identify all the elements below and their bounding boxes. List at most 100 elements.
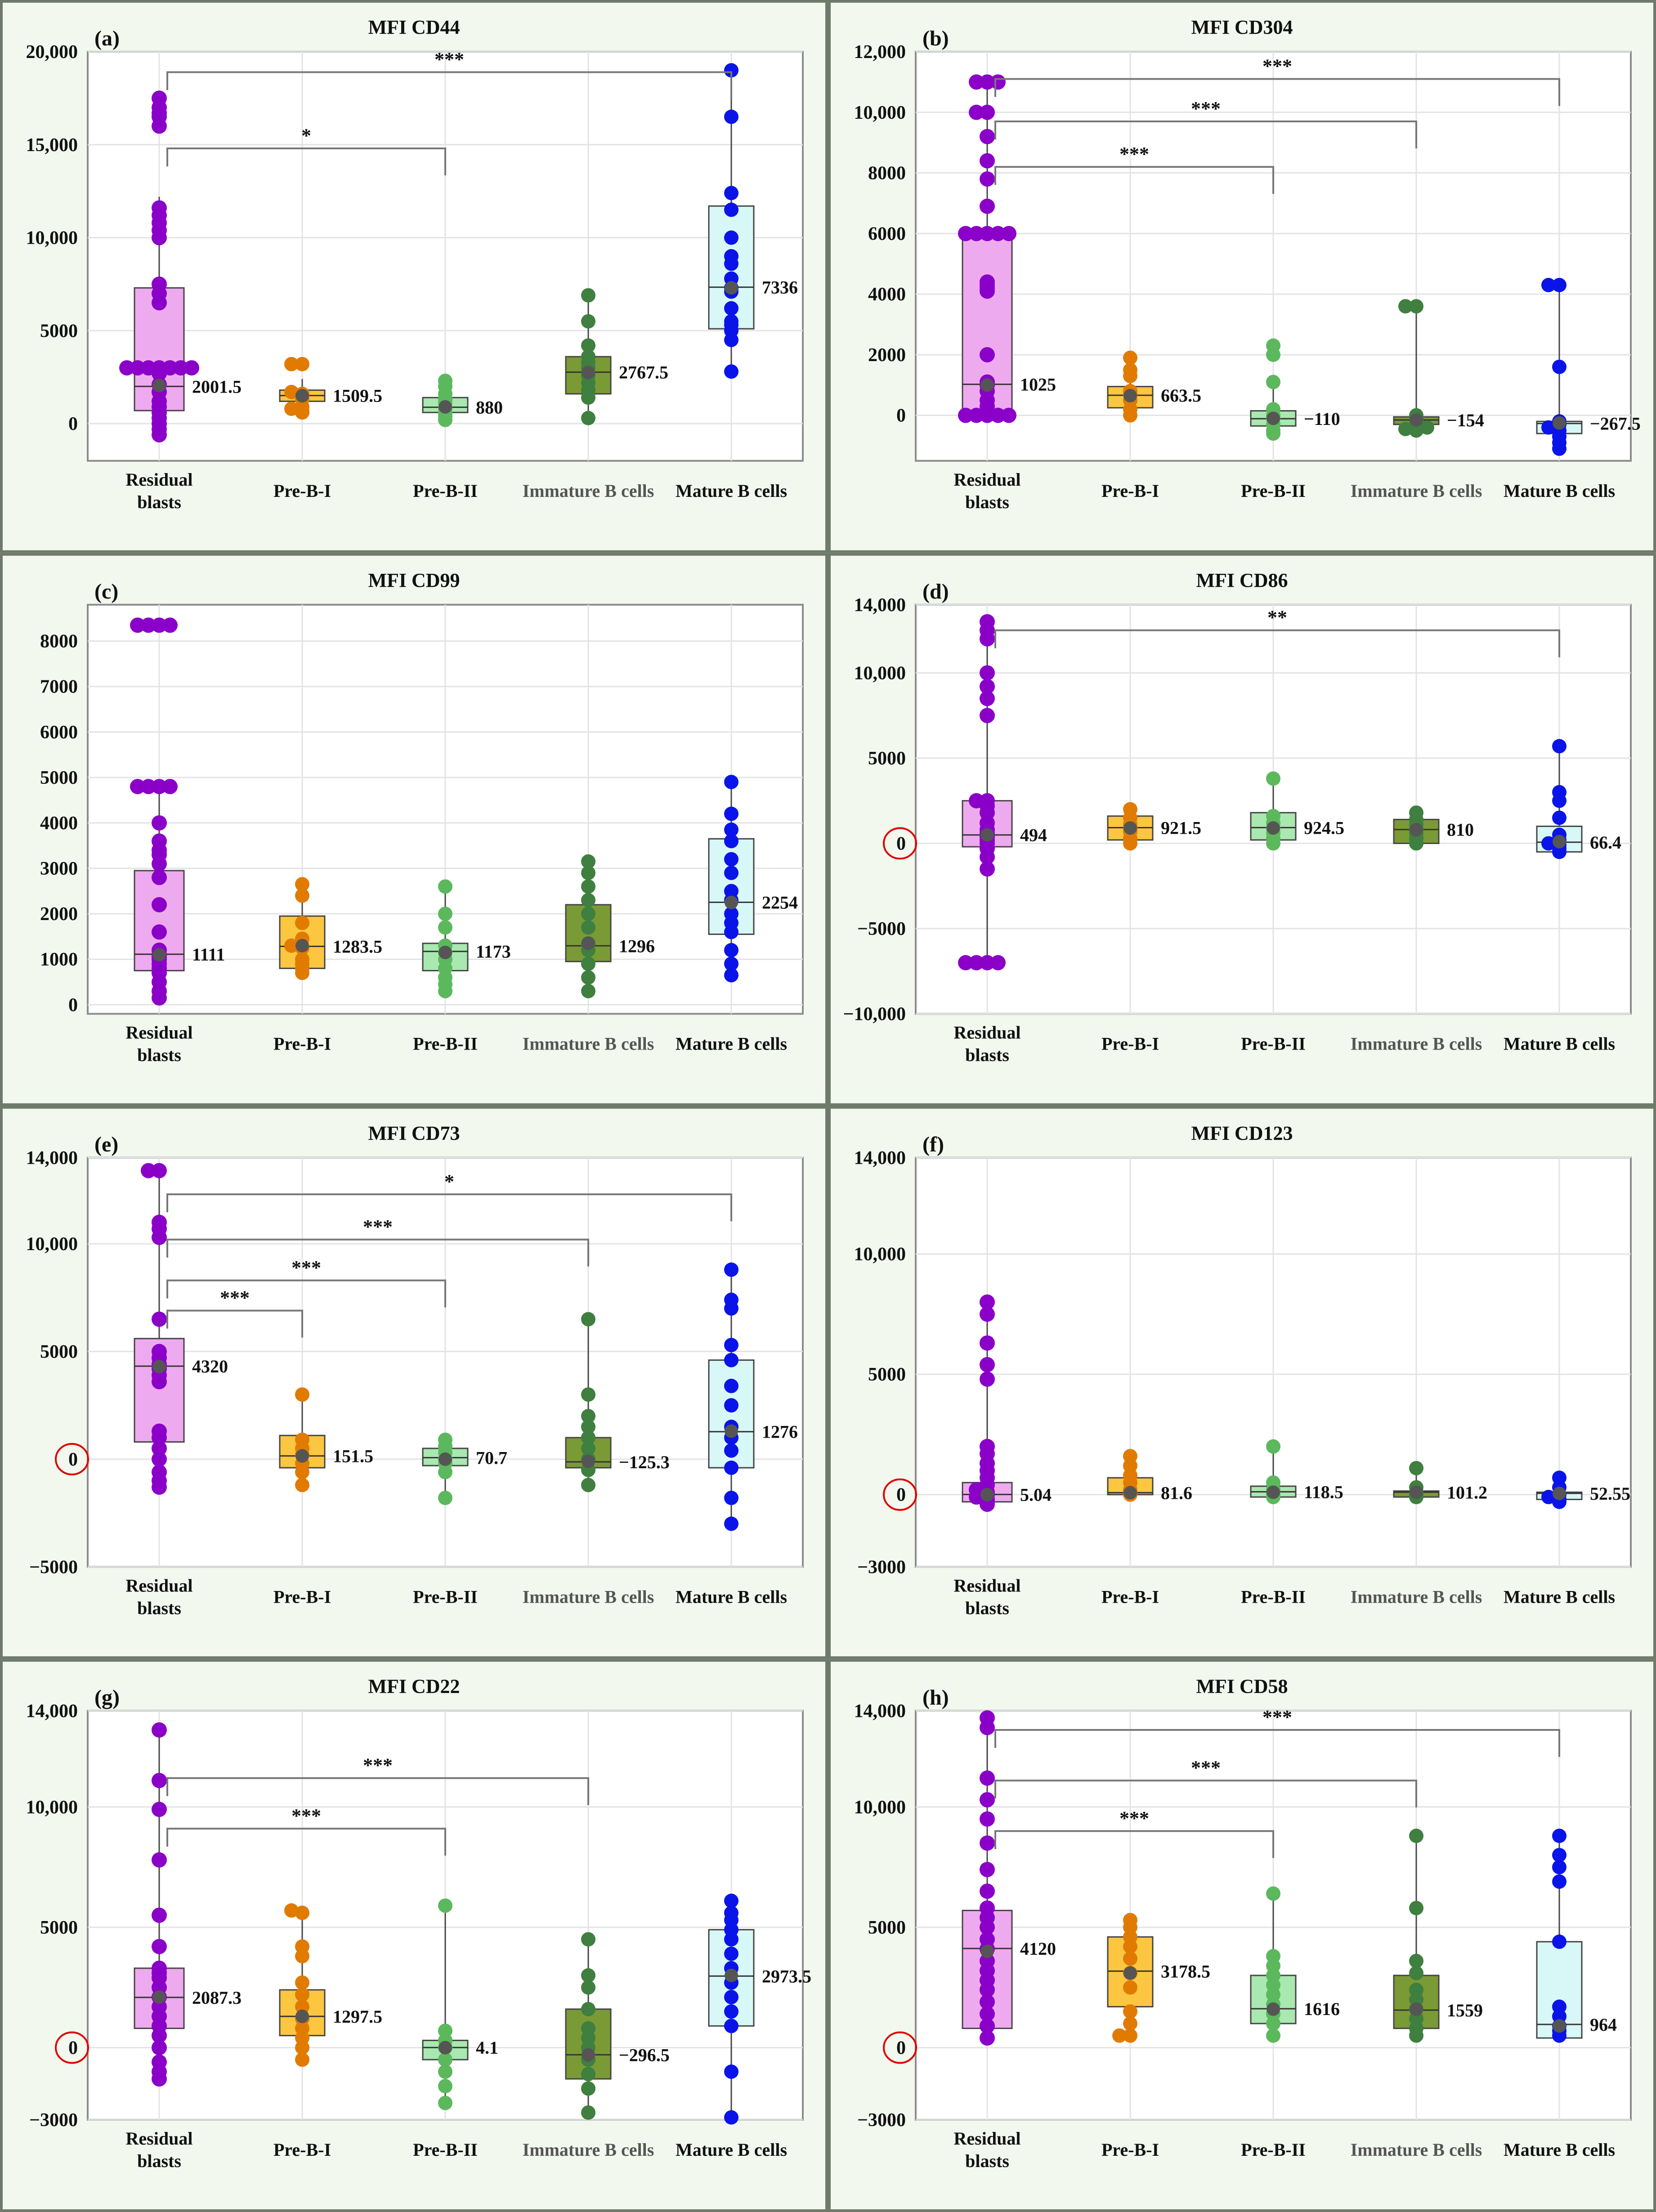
significance-bracket	[166, 71, 732, 99]
data-point	[581, 2002, 595, 2016]
x-category-label: Residual blasts	[126, 2128, 193, 2171]
data-point	[152, 1801, 167, 1817]
data-point	[1552, 1470, 1566, 1485]
data-point	[152, 815, 167, 831]
data-point	[581, 866, 595, 880]
data-point	[980, 614, 995, 630]
data-point	[152, 1773, 167, 1788]
chart-title: MFI CD123	[1191, 1122, 1293, 1144]
y-tick-label: 12,000	[854, 42, 906, 63]
x-category-label: Pre-B-II	[1241, 1034, 1306, 1054]
median-value-label: 1297.5	[333, 2006, 382, 2027]
x-category-label: Pre-B-II	[1241, 481, 1306, 501]
data-point	[581, 1441, 595, 1456]
mean-marker	[1553, 1487, 1566, 1501]
x-category-label: Residual blasts	[954, 1023, 1021, 1065]
chart-title: MFI CD304	[1191, 16, 1293, 38]
significance-label: ***	[434, 48, 464, 70]
data-point	[980, 1953, 995, 1969]
data-point	[141, 1163, 156, 1179]
data-point	[152, 1960, 167, 1976]
significance-label: ***	[1119, 1807, 1149, 1829]
significance-bracket	[994, 1729, 1560, 1757]
y-tick-label: 10,000	[26, 1234, 78, 1255]
data-point	[152, 1163, 167, 1179]
data-point	[1552, 1874, 1566, 1889]
significance-bracket	[994, 1779, 1417, 1808]
data-point	[1123, 350, 1137, 365]
data-point	[152, 1440, 167, 1456]
data-point	[1541, 420, 1556, 435]
y-tick-label: 5000	[40, 768, 78, 788]
data-point	[152, 1215, 167, 1230]
y-tick-label: 5000	[868, 1917, 906, 1938]
y-tick-label: 5000	[40, 1917, 78, 1938]
data-point	[1123, 1980, 1137, 1995]
significance-label: ***	[291, 1805, 321, 1827]
data-point	[162, 360, 178, 375]
data-point	[1541, 836, 1556, 851]
median-value-label: 81.6	[1161, 1483, 1192, 1503]
data-point	[152, 1852, 167, 1868]
y-tick-label: 5000	[40, 1341, 78, 1362]
data-point	[980, 708, 995, 724]
data-point	[980, 1306, 995, 1322]
median-value-label: 2973.5	[762, 1966, 811, 1986]
y-tick-label: −10,000	[843, 1004, 906, 1025]
x-category-label-line: blasts	[137, 1598, 181, 1618]
data-point	[1001, 407, 1016, 423]
data-point	[1420, 420, 1434, 435]
data-point	[581, 879, 595, 894]
y-tick-label: −3000	[857, 1557, 906, 1577]
data-point	[980, 955, 995, 970]
y-tick-label: 0	[68, 995, 78, 1015]
data-point	[295, 1975, 309, 1990]
data-point	[438, 907, 452, 921]
y-tick-label: 6000	[40, 722, 78, 743]
zero-highlight-ellipse	[55, 2031, 89, 2064]
median-value-label: −125.3	[619, 1452, 670, 1472]
data-point	[1123, 1449, 1137, 1464]
data-point	[152, 2040, 167, 2056]
y-tick-label: −5000	[857, 919, 906, 939]
significance-label: *	[444, 1171, 454, 1193]
data-point	[1552, 785, 1566, 800]
data-point	[1552, 1934, 1566, 1949]
data-point	[581, 956, 595, 971]
y-tick-label: 10,000	[26, 228, 78, 249]
median-value-label: −154	[1447, 410, 1484, 430]
data-point	[980, 1371, 995, 1387]
data-point	[152, 1722, 167, 1738]
y-tick-label: 20,000	[26, 42, 78, 63]
median-value-label: 924.5	[1304, 818, 1344, 838]
mean-marker	[725, 1424, 738, 1438]
data-point	[581, 338, 595, 353]
y-tick-label: 14,000	[26, 1701, 78, 1721]
median-value-label: 1616	[1304, 1999, 1340, 2019]
data-point	[1409, 1828, 1423, 1843]
data-point	[295, 877, 309, 892]
x-category-label-line: blasts	[965, 492, 1009, 512]
median-value-label: −296.5	[619, 2045, 670, 2065]
median-value-label: 1111	[192, 944, 225, 965]
panel-h: MFI CD58 (h) −3000 0 5000 10,000 14,000 Residua…	[828, 1659, 1656, 2212]
chart-title: MFI CD86	[1196, 569, 1288, 591]
data-point	[980, 1862, 995, 1877]
data-point	[724, 1379, 738, 1394]
data-point	[1398, 299, 1413, 314]
data-point	[724, 834, 738, 849]
x-category-label-line: Residual	[126, 1023, 193, 1043]
data-point	[1123, 1951, 1137, 1966]
median-value-label: 2767.5	[619, 362, 668, 383]
data-point	[162, 779, 178, 795]
significance-bracket	[994, 1830, 1274, 1858]
mean-marker	[439, 2041, 452, 2055]
significance-bracket	[166, 1828, 446, 1856]
y-tick-label: 10,000	[854, 103, 906, 123]
data-point	[1552, 277, 1566, 292]
significance-bracket	[166, 147, 446, 176]
y-tick-label: 3000	[40, 858, 78, 879]
data-point	[980, 665, 995, 681]
data-point	[980, 861, 995, 877]
data-point	[284, 384, 299, 399]
